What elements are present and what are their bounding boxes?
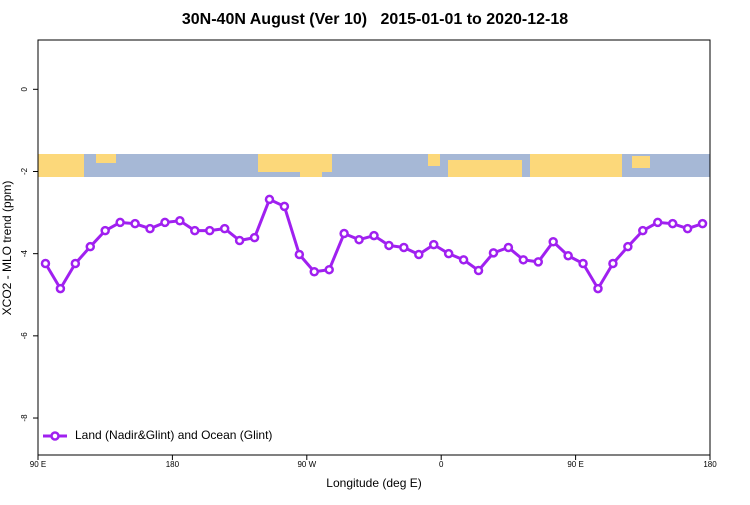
point [473, 265, 484, 276]
point [593, 283, 603, 294]
point [249, 232, 260, 243]
point [578, 258, 588, 269]
x-tick-label: 180 [703, 460, 717, 469]
point [563, 250, 573, 261]
point [85, 241, 96, 252]
point [548, 236, 558, 247]
x-tick-label: 180 [166, 460, 180, 469]
y-axis-label: XCO2 - MLO trend (ppm) [0, 181, 14, 316]
point [623, 241, 633, 252]
x-tick-label: 90 W [297, 460, 316, 469]
series-line [44, 197, 704, 292]
point [115, 217, 125, 228]
point [458, 255, 469, 265]
point [204, 225, 215, 236]
point [175, 216, 185, 226]
point [384, 240, 394, 251]
legend-marker [50, 431, 60, 441]
point [160, 217, 170, 228]
point [294, 249, 305, 260]
point [503, 242, 514, 253]
point [488, 248, 499, 258]
y-tick-label: -4 [20, 250, 29, 258]
point [55, 283, 66, 294]
chart-title: 30N-40N August (Ver 10) 2015-01-01 to 20… [182, 11, 568, 28]
point [652, 217, 663, 228]
point [70, 258, 81, 269]
point [324, 264, 334, 275]
y-tick-label: -8 [20, 414, 29, 422]
point [219, 223, 230, 234]
point [682, 223, 693, 234]
point [608, 258, 618, 269]
point [145, 223, 155, 234]
point [697, 218, 708, 229]
y-tick-label: 0 [20, 87, 29, 92]
point [234, 235, 245, 246]
point [190, 225, 200, 236]
point [264, 194, 275, 205]
map-strip [38, 154, 710, 177]
legend-label: Land (Nadir&Glint) and Ocean (Glint) [75, 428, 272, 442]
x-tick-label: 90 E [567, 460, 583, 469]
x-tick-label: 0 [439, 460, 444, 469]
point [518, 255, 529, 265]
point [533, 257, 544, 267]
point [309, 266, 320, 277]
point [279, 201, 290, 212]
point [339, 228, 349, 239]
y-tick-label: -6 [20, 332, 29, 340]
point [369, 230, 379, 241]
point [667, 218, 678, 229]
point [638, 225, 648, 236]
y-tick-label: -2 [20, 167, 29, 175]
point [443, 248, 454, 259]
point [414, 249, 424, 260]
point [40, 258, 51, 269]
point [428, 239, 439, 250]
point [354, 234, 364, 245]
point [100, 225, 110, 236]
point [399, 242, 409, 253]
x-tick-label: 90 E [30, 460, 46, 469]
x-axis-label: Longitude (deg E) [326, 476, 421, 490]
plot-frame [37, 39, 711, 456]
point [130, 218, 140, 229]
